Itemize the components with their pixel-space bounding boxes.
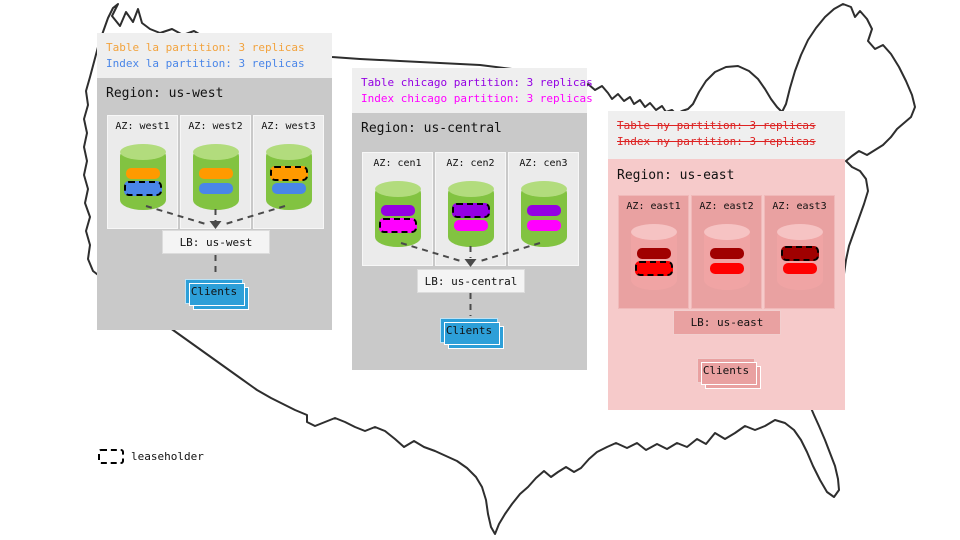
replica-index — [272, 183, 306, 194]
replica-index — [199, 183, 233, 194]
az-east2: AZ: east2 — [691, 195, 762, 309]
database-cylinder-icon — [631, 224, 677, 290]
clients-us-west: Clients — [185, 279, 249, 310]
clients-us-east: Clients — [697, 358, 761, 389]
region-us-east: Table ny partition: 3 replicas Index ny … — [608, 111, 845, 410]
database-cylinder-icon — [375, 181, 421, 247]
database-cylinder-icon — [193, 144, 239, 210]
az-label: AZ: west1 — [115, 121, 170, 132]
annotation-index-partition: Index ny partition: 3 replicas — [617, 135, 816, 148]
az-west1: AZ: west1 — [107, 115, 178, 229]
az-cen2: AZ: cen2 — [435, 152, 506, 266]
az-west2: AZ: west2 — [180, 115, 251, 229]
region-us-central: Table chicago partition: 3 replicas Inde… — [352, 68, 593, 370]
az-label: AZ: west2 — [188, 121, 243, 132]
database-cylinder-icon — [120, 144, 166, 210]
region-us-west: Table la partition: 3 replicas Index la … — [97, 33, 332, 330]
annotation-table-partition: Table chicago partition: 3 replicas — [361, 76, 593, 89]
replica-index-leaseholder — [124, 181, 162, 196]
replica-table — [527, 205, 561, 216]
region-title: Region: us-central — [361, 121, 502, 136]
replica-table — [710, 248, 744, 259]
az-label: AZ: east3 — [772, 201, 827, 212]
az-label: AZ: cen1 — [373, 158, 422, 169]
az-label: AZ: west3 — [261, 121, 316, 132]
annotation-index-partition: Index la partition: 3 replicas — [106, 57, 305, 70]
leaseholder-swatch-icon — [98, 449, 124, 464]
replica-index-leaseholder — [379, 218, 417, 233]
az-east1: AZ: east1 — [618, 195, 689, 309]
replica-index — [454, 220, 488, 231]
replica-index — [783, 263, 817, 274]
az-label: AZ: east1 — [626, 201, 681, 212]
replica-table — [199, 168, 233, 179]
annotation-box-us-west: Table la partition: 3 replicas Index la … — [97, 33, 332, 78]
replica-table-leaseholder — [270, 166, 308, 181]
region-title: Region: us-east — [617, 168, 735, 183]
database-cylinder-icon — [521, 181, 567, 247]
legend: leaseholder — [98, 449, 204, 464]
clients-us-central: Clients — [440, 318, 504, 349]
replica-index — [710, 263, 744, 274]
database-cylinder-icon — [777, 224, 823, 290]
annotation-table-partition: Table ny partition: 3 replicas — [617, 119, 816, 132]
annotation-index-partition: Index chicago partition: 3 replicas — [361, 92, 593, 105]
load-balancer-us-west: LB: us-west — [162, 230, 270, 254]
replica-index — [527, 220, 561, 231]
database-cylinder-icon — [266, 144, 312, 210]
replica-table — [126, 168, 160, 179]
replica-table-leaseholder — [452, 203, 490, 218]
database-cylinder-icon — [704, 224, 750, 290]
az-label: AZ: east2 — [699, 201, 754, 212]
az-west3: AZ: west3 — [253, 115, 324, 229]
az-cen1: AZ: cen1 — [362, 152, 433, 266]
az-label: AZ: cen3 — [519, 158, 568, 169]
replica-table-leaseholder — [781, 246, 819, 261]
load-balancer-us-east: LB: us-east — [673, 310, 781, 335]
legend-label: leaseholder — [131, 450, 204, 463]
annotation-table-partition: Table la partition: 3 replicas — [106, 41, 305, 54]
replica-table — [381, 205, 415, 216]
region-title: Region: us-west — [106, 86, 224, 101]
replica-table — [637, 248, 671, 259]
az-east3: AZ: east3 — [764, 195, 835, 309]
az-label: AZ: cen2 — [446, 158, 495, 169]
load-balancer-us-central: LB: us-central — [417, 269, 525, 293]
annotation-box-us-central: Table chicago partition: 3 replicas Inde… — [352, 68, 593, 113]
replica-index-leaseholder — [635, 261, 673, 276]
annotation-box-us-east: Table ny partition: 3 replicas Index ny … — [608, 111, 845, 159]
az-cen3: AZ: cen3 — [508, 152, 579, 266]
database-cylinder-icon — [448, 181, 494, 247]
